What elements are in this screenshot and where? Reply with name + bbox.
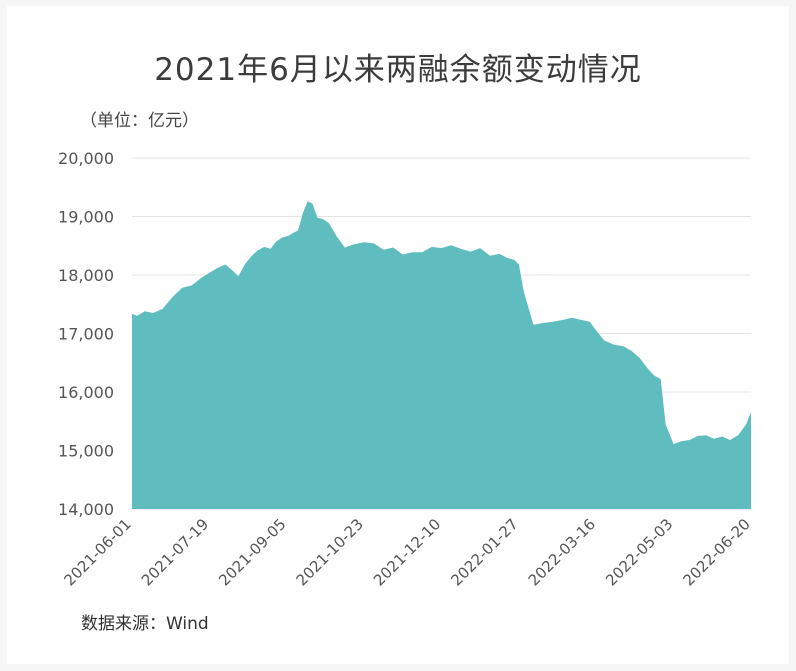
x-tick-label: 2021-06-01 — [60, 515, 134, 589]
x-tick-label: 2021-10-23 — [293, 515, 367, 589]
y-tick-label: 17,000 — [58, 325, 114, 344]
area-series — [132, 201, 751, 510]
unit-label: （单位：亿元） — [80, 111, 199, 131]
x-tick-label: 2021-07-19 — [138, 515, 212, 589]
y-tick-label: 15,000 — [58, 442, 114, 461]
y-tick-label: 18,000 — [58, 266, 114, 285]
x-tick-label: 2022-03-16 — [525, 515, 599, 589]
source-label: 数据来源：Wind — [81, 614, 209, 634]
y-tick-label: 19,000 — [58, 208, 114, 227]
x-tick-label: 2022-05-03 — [602, 515, 676, 589]
x-axis-ticks: 2021-06-01 2021-07-19 2021-09-05 2021-10-23… — [60, 515, 753, 589]
y-tick-label: 20,000 — [58, 149, 114, 168]
y-tick-label: 16,000 — [58, 383, 114, 402]
y-axis-ticks: 20,000 19,000 18,000 17,000 16,000 15,000 14,0… — [58, 149, 114, 519]
y-tick-label: 14,000 — [58, 500, 114, 519]
chart-title: 2021年6月以来两融余额变动情况 — [154, 52, 642, 88]
x-tick-label: 2021-12-10 — [370, 515, 444, 589]
x-tick-label: 2022-01-27 — [447, 515, 521, 589]
x-tick-label: 2022-06-20 — [679, 515, 753, 589]
x-tick-label: 2021-09-05 — [215, 515, 289, 589]
